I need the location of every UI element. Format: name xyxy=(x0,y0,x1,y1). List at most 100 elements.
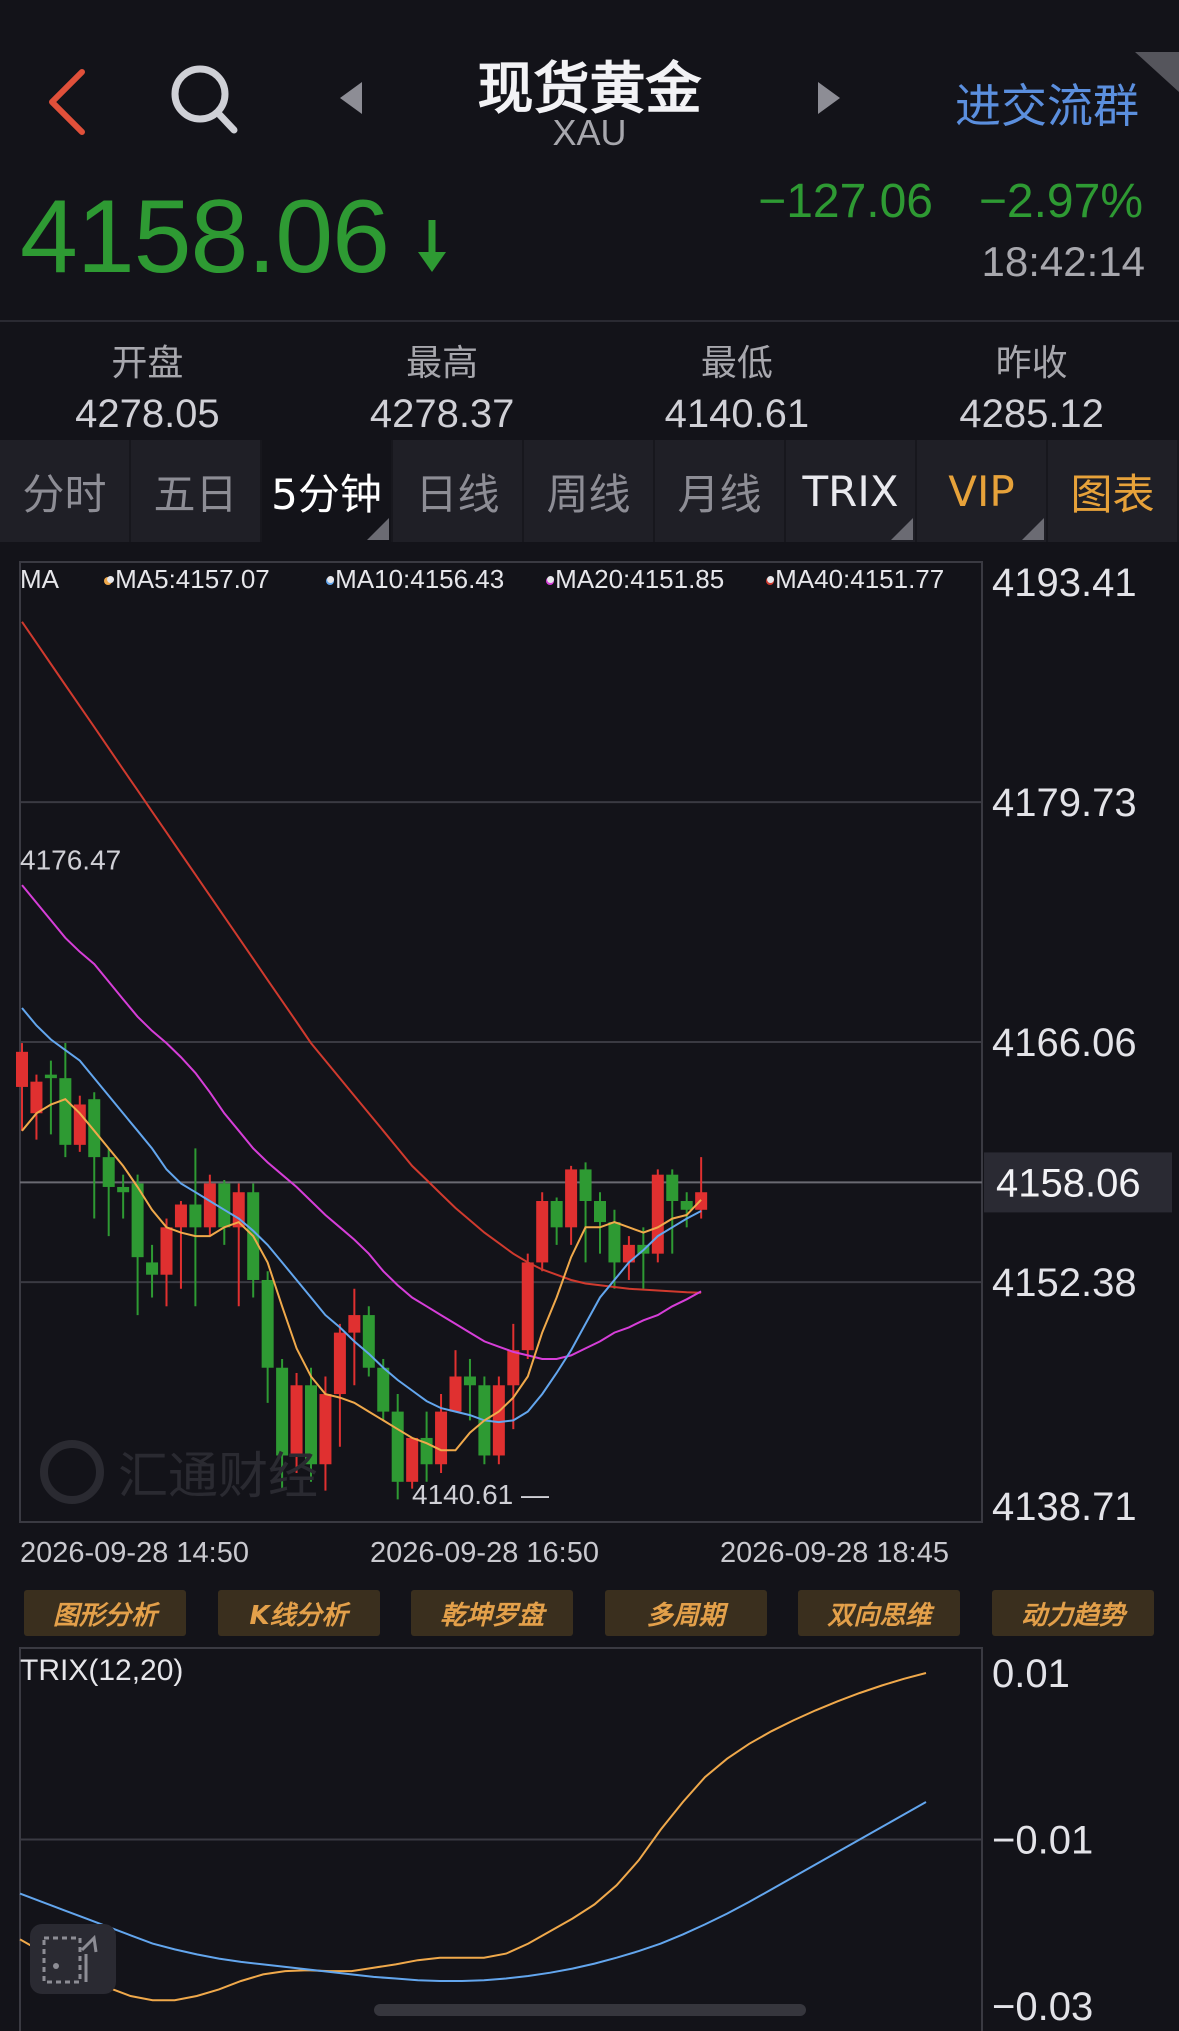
two-way-thinking-button[interactable]: 双向思维 xyxy=(798,1590,961,1636)
stat-label: 开盘 xyxy=(111,343,184,384)
y-tick-label: 4166.06 xyxy=(992,1021,1137,1065)
x-tick-label: 2026-09-28 18:45 xyxy=(720,1537,949,1569)
tab-5min[interactable]: 5分钟 xyxy=(262,440,393,542)
candle-body xyxy=(377,1367,390,1412)
watermark: 汇通财经 xyxy=(40,1436,318,1508)
candle-body xyxy=(146,1262,159,1275)
candle-body xyxy=(73,1104,86,1145)
trix-title: TRIX(12,20) xyxy=(20,1654,184,1687)
candle-body xyxy=(565,1169,578,1228)
candle-body xyxy=(203,1183,216,1228)
join-group-link[interactable]: 进交流群 xyxy=(955,79,1139,133)
candle-body xyxy=(88,1099,101,1158)
price-row: 4158.06 −127.06 −2.97% 18:42:14 xyxy=(0,160,1179,320)
home-indicator xyxy=(374,2004,806,2016)
quote-time: 18:42:14 xyxy=(981,238,1146,285)
high-marker-label: 4176.47 xyxy=(20,844,121,875)
trix-frame xyxy=(19,1647,983,2031)
candle-body xyxy=(651,1174,664,1254)
compass-button[interactable]: 乾坤罗盘 xyxy=(411,1590,574,1636)
candle-body xyxy=(276,1367,289,1456)
y-tick-label: 4179.73 xyxy=(992,781,1137,825)
chart-tool-button[interactable] xyxy=(30,1924,116,1994)
candle-body xyxy=(521,1262,534,1351)
candle-body xyxy=(594,1201,606,1223)
ma40-legend-dot xyxy=(766,577,774,585)
candle-body xyxy=(362,1315,375,1368)
price-change: −127.06 xyxy=(758,175,933,228)
current-price-tag xyxy=(984,1152,1172,1213)
candle-body xyxy=(406,1437,419,1482)
y-tick-label: 4152.38 xyxy=(992,1261,1137,1305)
candle-body xyxy=(579,1169,592,1202)
trix-series-line-1 xyxy=(19,1801,927,1982)
trix-y-tick-label: −0.01 xyxy=(992,1819,1093,1863)
candle-body xyxy=(449,1376,462,1412)
candlestick-chart[interactable]: 4193.41 4179.73 4166.06 4152.38 4138.71 4158.… xyxy=(0,542,1179,1552)
x-axis-labels: 2026-09-28 14:50 2026-09-28 16:50 2026-0… xyxy=(0,1537,1000,1577)
stat-label: 昨收 xyxy=(995,343,1068,384)
candle-body xyxy=(492,1385,505,1456)
stat-value: 4278.37 xyxy=(369,392,515,436)
stats-row: 开盘 4278.05 最高 4278.37 最低 4140.61 昨收 4285… xyxy=(0,322,1179,440)
candle-body xyxy=(102,1157,115,1187)
candle-body xyxy=(30,1081,43,1114)
tab-five-day[interactable]: 五日 xyxy=(131,440,262,542)
candle-body xyxy=(666,1174,679,1202)
tab-dropdown-icon xyxy=(367,518,389,540)
back-icon[interactable] xyxy=(40,62,96,142)
candle-body xyxy=(189,1204,202,1228)
ma10-legend-dot xyxy=(326,577,334,585)
trix-chart[interactable]: 0.01 −0.01 −0.03 xyxy=(0,1646,1179,2031)
candle-body xyxy=(59,1078,72,1145)
divider xyxy=(0,320,1179,322)
tab-label: TRIX xyxy=(802,466,899,516)
momentum-trend-button[interactable]: 动力趋势 xyxy=(991,1590,1154,1636)
tab-trix[interactable]: TRIX xyxy=(786,440,917,542)
stat-open: 开盘 4278.05 xyxy=(0,322,295,440)
ma10-legend: •MA10:4156.43 xyxy=(326,564,505,594)
tab-weekly[interactable]: 周线 xyxy=(524,440,655,542)
candle-body xyxy=(44,1074,57,1079)
candle-body xyxy=(333,1332,346,1395)
candle-body xyxy=(463,1376,476,1386)
tab-daily[interactable]: 日线 xyxy=(393,440,524,542)
trix-series-line-0 xyxy=(19,1672,927,2002)
stat-label: 最高 xyxy=(406,343,479,384)
kline-analysis-button[interactable]: K线分析 xyxy=(217,1590,380,1636)
tab-label: VIP xyxy=(948,466,1015,516)
next-icon[interactable] xyxy=(814,78,844,118)
x-tick-label: 2026-09-28 16:50 xyxy=(370,1537,599,1569)
candle-body xyxy=(174,1204,187,1228)
stat-value: 4140.61 xyxy=(664,392,810,436)
tab-monthly[interactable]: 月线 xyxy=(655,440,786,542)
prev-icon[interactable] xyxy=(336,78,366,118)
price-change-pct: −2.97% xyxy=(978,175,1143,228)
candle-body xyxy=(305,1385,317,1465)
multi-period-button[interactable]: 多周期 xyxy=(604,1590,767,1636)
candle-body xyxy=(680,1201,693,1210)
candle-body xyxy=(391,1411,404,1482)
candle-body xyxy=(117,1186,130,1193)
current-price: 4158.06 xyxy=(20,179,390,295)
ma40-legend: •MA40:4151.77 xyxy=(766,564,945,594)
ma5-line xyxy=(21,1098,702,1452)
tab-dropdown-icon xyxy=(1022,518,1044,540)
stat-value: 4278.05 xyxy=(75,392,220,436)
tab-vip[interactable]: VIP xyxy=(917,440,1048,542)
candle-body xyxy=(290,1385,303,1456)
stat-value: 4285.12 xyxy=(959,392,1104,436)
ma-legend-prefix: MA xyxy=(20,564,59,594)
ma5-legend-dot xyxy=(104,577,112,585)
period-tabs: 分时 五日 5分钟 日线 周线 月线 TRIX VIP 图表 xyxy=(0,440,1179,542)
y-tick-label: 4138.71 xyxy=(992,1485,1137,1529)
corner-badge-icon xyxy=(1135,52,1179,92)
analysis-buttons: 图形分析 K线分析 乾坤罗盘 多周期 双向思维 动力趋势 xyxy=(24,1590,1154,1636)
tab-intraday[interactable]: 分时 xyxy=(0,440,131,542)
candle-body xyxy=(348,1315,361,1333)
trix-y-tick-label: −0.03 xyxy=(992,1985,1093,2029)
search-icon[interactable] xyxy=(168,58,240,138)
graphic-analysis-button[interactable]: 图形分析 xyxy=(24,1590,186,1636)
tab-charts[interactable]: 图表 xyxy=(1048,440,1179,542)
candle-body xyxy=(16,1051,28,1087)
